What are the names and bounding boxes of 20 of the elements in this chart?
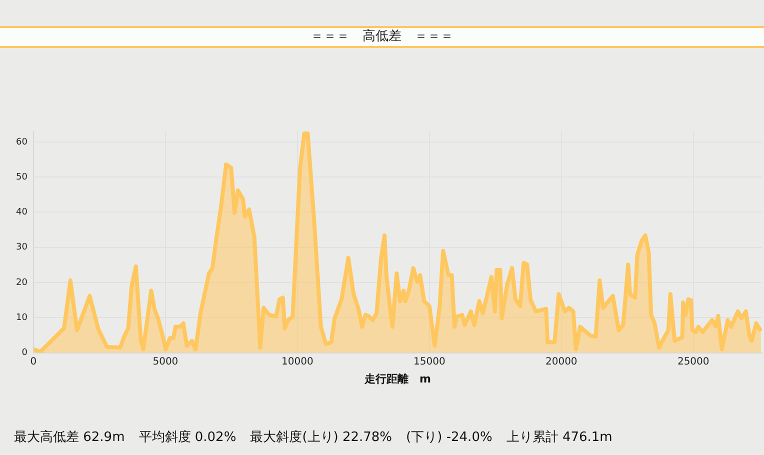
y-tick-label: 30 (16, 242, 28, 253)
x-tick-label: 0 (30, 356, 37, 368)
y-tick-label: 0 (22, 348, 28, 358)
y-tick-label: 40 (16, 208, 28, 218)
text: 最大高低差 62.9m (14, 429, 125, 446)
y-tick-label: 50 (16, 172, 28, 182)
y-tick-label: 60 (16, 137, 28, 148)
text: (下り) -24.0% (406, 429, 492, 446)
y-tick-label: 20 (16, 278, 28, 288)
text: 平均斜度 0.02% (138, 429, 236, 446)
x-tick-label: 5000 (152, 356, 178, 368)
x-tick-label: 20000 (545, 356, 578, 368)
x-tick-label: 15000 (413, 356, 446, 368)
x-tick-label: 10000 (282, 356, 314, 368)
y-tick-label: 10 (16, 313, 28, 323)
text: 上り累計 476.1m (506, 429, 612, 446)
x-axis-title: 走行距離 m (363, 372, 431, 386)
chart-title: ＝＝＝ 高低差 ＝＝＝ (0, 26, 764, 48)
x-tick-label: 25000 (677, 356, 710, 368)
text: 最大斜度(上り) 22.78% (250, 429, 392, 446)
